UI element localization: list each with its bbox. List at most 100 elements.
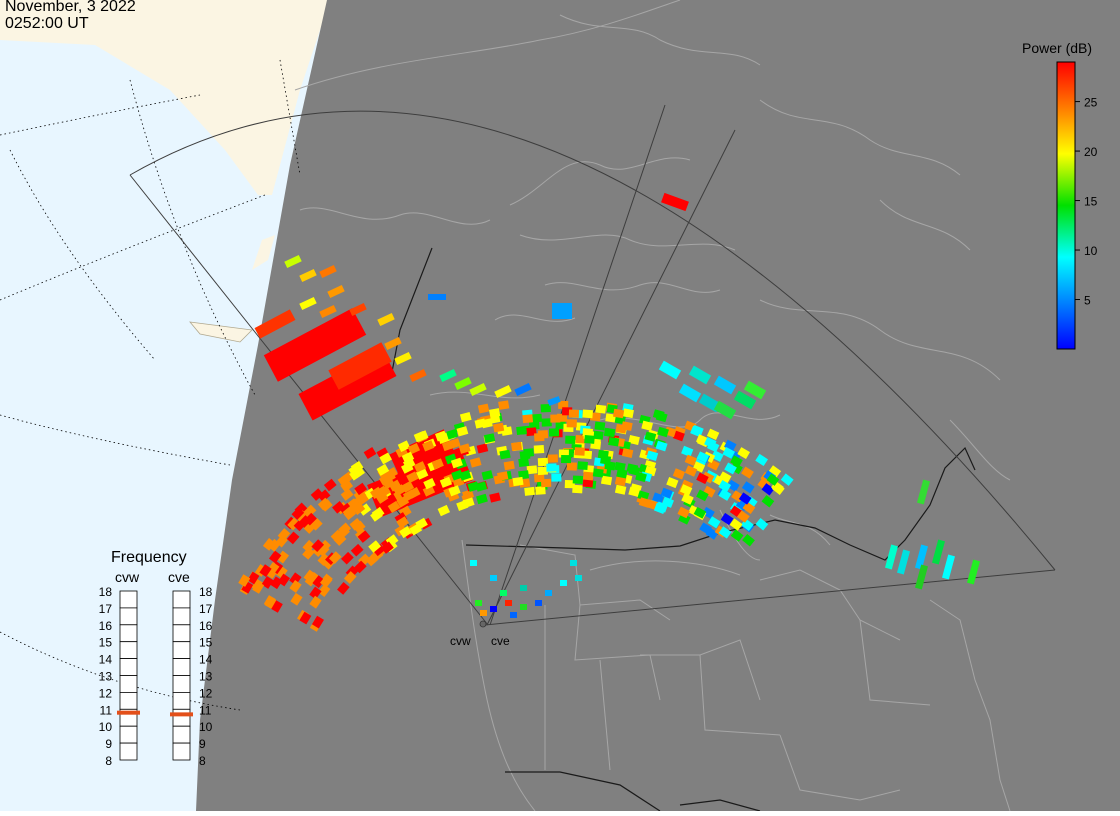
frequency-panel: 18 17 16 15 14 13 12 11 10 9 8 18 17 16 15 14 13 12 11 10 9 8 [99, 585, 213, 768]
echo-cell [352, 502, 366, 515]
frequency-scale-label: 12 [99, 686, 113, 700]
echo-cell [298, 515, 312, 528]
radar-label-cve: cve [491, 634, 510, 648]
echo-cell [409, 523, 423, 536]
power-colorbar [1056, 61, 1076, 350]
echo-cell [238, 574, 251, 587]
echo-cell [337, 581, 350, 595]
echo-cell [661, 192, 689, 212]
frequency-scale-label: 11 [100, 703, 113, 717]
echo-cell [302, 546, 315, 560]
frequency-cell [119, 658, 138, 676]
echo-cell [348, 463, 362, 477]
frequency-cell [119, 742, 138, 761]
echo-cell [628, 435, 640, 446]
echo-cell [707, 516, 721, 529]
echo-cell [761, 483, 775, 496]
echo-cell [317, 553, 331, 566]
echo-cell [621, 448, 634, 459]
echo-cell [268, 550, 282, 564]
echo-cell [489, 492, 501, 503]
colorbar-tick-label: 20 [1084, 145, 1098, 159]
echo-cell [416, 430, 429, 442]
echo-cell [241, 580, 254, 594]
echo-cell [612, 408, 625, 419]
echo-cell [706, 428, 720, 441]
echo-cell [343, 571, 357, 584]
frequency-scale-label: 8 [105, 754, 112, 768]
echo-cell [514, 382, 532, 397]
echo-cell [409, 368, 427, 383]
echo-cell [533, 444, 545, 454]
echo-cell [885, 544, 898, 570]
echo-cell [247, 571, 260, 585]
echo-cell [684, 454, 698, 466]
echo-cell [755, 517, 769, 531]
echo-cell [622, 408, 634, 419]
coastlines [294, 0, 1011, 812]
echo-cell [733, 390, 757, 410]
time-label: 0252:00 UT [5, 15, 89, 32]
echo-cell [718, 526, 732, 539]
frequency-scale-label: 15 [199, 636, 213, 650]
echo-cell [383, 470, 396, 483]
echo-cell [289, 572, 302, 586]
echo-cell [475, 600, 482, 606]
echo-cell [699, 522, 712, 535]
echo-cell [660, 487, 673, 499]
frequency-cell [172, 742, 191, 761]
echo-cell [582, 478, 594, 488]
frequency-cell [172, 725, 191, 744]
echo-cell [450, 457, 463, 469]
frequency-scale-label: 14 [99, 653, 113, 667]
echo-cell [276, 550, 290, 564]
echo-cell [291, 507, 305, 520]
echo-cell [284, 254, 302, 269]
frequency-title: Frequency [111, 549, 187, 566]
echo-cell [718, 488, 732, 501]
echo-cell [365, 553, 379, 567]
radar-site-marker [479, 620, 487, 628]
echo-cell [354, 482, 368, 496]
echo-cell [295, 510, 309, 524]
echo-cell [480, 610, 487, 616]
echo-cell [268, 538, 281, 552]
echo-cell [724, 439, 737, 452]
echo-cell [252, 581, 265, 594]
echo-cell [349, 302, 367, 317]
echo-cell [566, 462, 578, 471]
country-borders [391, 247, 976, 812]
echo-cell [621, 421, 633, 431]
echo-cell [614, 461, 626, 472]
radar-fov-fans [129, 104, 1056, 626]
echo-cell [342, 505, 356, 519]
echo-cell [431, 458, 444, 470]
echo-cell [309, 586, 322, 600]
echo-cell [738, 492, 752, 505]
echo-cell [469, 457, 482, 468]
echo-cell [693, 506, 707, 519]
echo-cell [264, 596, 277, 609]
echo-cell [511, 441, 523, 452]
echo-cell [454, 376, 472, 391]
echo-cell [402, 489, 416, 502]
echo-cell [470, 560, 477, 566]
sunlit-land [0, 0, 330, 195]
frequency-cell [172, 675, 191, 693]
frequency-scale-label: 8 [199, 754, 206, 768]
echo-cell [459, 411, 472, 423]
echo-cell [932, 539, 945, 565]
frequency-scale-label: 10 [199, 720, 213, 734]
echo-cell [652, 409, 665, 420]
frequency-scale-label: 16 [199, 619, 213, 633]
echo-cell [299, 296, 317, 311]
echo-cell [462, 489, 475, 500]
echo-cell [718, 471, 732, 484]
echo-cell [526, 427, 537, 437]
sunlit-island [252, 235, 275, 270]
echo-cell [327, 284, 345, 299]
frequency-scale-label: 10 [99, 720, 113, 734]
echo-cell [316, 543, 330, 557]
echo-cell [407, 442, 421, 455]
echo-cell [582, 409, 593, 419]
